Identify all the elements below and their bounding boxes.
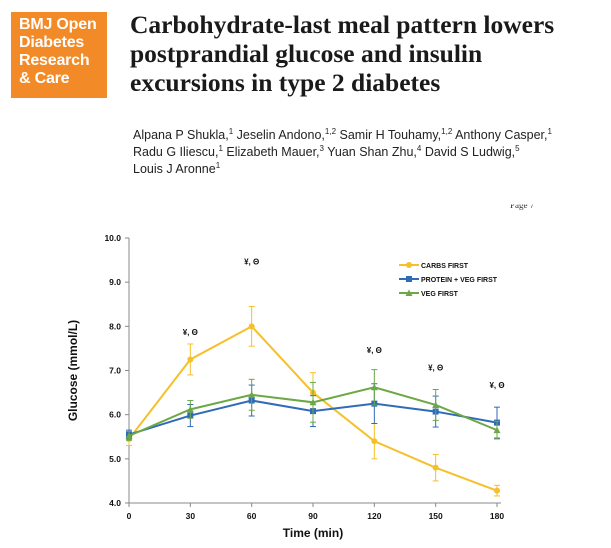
paper-title: Carbohydrate-last meal pattern lowers po…	[130, 10, 605, 97]
author-affiliation: 1,2	[441, 126, 453, 136]
y-tick-label: 4.0	[109, 498, 121, 508]
x-tick-label: 30	[186, 511, 196, 521]
veg-first-data-point	[125, 432, 133, 439]
author-affiliation: 1,2	[324, 126, 337, 136]
significance-annotation: ¥, Θ	[183, 328, 198, 337]
legend-label-protein-veg-first: PROTEIN + VEG FIRST	[421, 277, 498, 284]
y-tick-label: 5.0	[109, 454, 121, 464]
legend-marker-veg-first	[405, 289, 413, 296]
significance-annotation: ¥, Θ	[367, 346, 382, 355]
author-affiliation: 1	[547, 126, 552, 136]
author-line: Alpana P Shukla,1 Jeselin Andono,1,2 Sam…	[133, 127, 608, 144]
author-name: Louis J Aronne	[133, 162, 216, 176]
y-tick-label: 10.0	[104, 233, 121, 243]
author-name: Elizabeth Mauer,	[226, 145, 320, 159]
veg-first-data-point	[186, 405, 194, 413]
author-line: Louis J Aronne1	[133, 161, 608, 178]
veg-first-data-point	[309, 398, 317, 406]
journal-badge-line: BMJ Open	[19, 16, 97, 33]
significance-annotation: ¥, Θ	[489, 381, 504, 390]
page-number-mark: Page 7	[510, 200, 535, 211]
x-tick-label: 60	[247, 511, 257, 521]
legend-marker-protein-veg-first	[406, 276, 412, 282]
legend-label-carbs-first: CARBS FIRST	[421, 263, 469, 270]
significance-annotation: ¥, Θ	[428, 364, 443, 373]
veg-first-data-point	[248, 391, 256, 398]
author-affiliation: 5	[515, 143, 520, 153]
veg-first-data-point	[432, 401, 440, 408]
author-affiliation: 1	[215, 160, 221, 170]
author-name: Yuan Shan Zhu,	[327, 145, 417, 159]
journal-badge: BMJ Open Diabetes Research & Care	[11, 12, 107, 98]
carbs-first-data-point	[494, 487, 500, 494]
y-axis-title: Glucose (mmol/L)	[66, 320, 80, 421]
author-affiliation: 3	[319, 143, 324, 153]
veg-first-data-point	[370, 383, 378, 391]
y-tick-label: 9.0	[109, 277, 121, 287]
carbs-first-data-point	[371, 438, 378, 445]
y-tick-label: 6.0	[109, 410, 121, 420]
veg-first-data-point	[493, 426, 501, 434]
carbs-first-data-point	[432, 464, 439, 471]
author-name: Anthony Casper,	[455, 128, 548, 142]
author-name: David S Ludwig,	[424, 145, 516, 159]
x-axis-title: Time (min)	[283, 526, 343, 540]
paper-title-line: postprandial glucose and insulin	[130, 39, 483, 68]
x-tick-label: 0	[127, 511, 132, 521]
y-tick-label: 8.0	[109, 321, 121, 331]
author-affiliation: 4	[416, 143, 422, 153]
paper-title-line: excursions in type 2 diabetes	[130, 68, 441, 97]
journal-badge-line: Diabetes	[19, 34, 85, 51]
significance-annotation: ¥, Θ	[244, 258, 259, 267]
x-tick-label: 150	[429, 511, 443, 521]
author-list: Alpana P Shukla,1 Jeselin Andono,1,2 Sam…	[133, 127, 608, 178]
legend-label-veg-first: VEG FIRST	[421, 291, 459, 298]
legend-marker-carbs-first	[406, 262, 412, 268]
journal-badge-line: Research	[19, 52, 90, 69]
author-affiliation: 1	[218, 143, 223, 153]
author-line: Radu G Iliescu,1 Elizabeth Mauer,3 Yuan …	[133, 144, 608, 161]
paper-title-line: Carbohydrate-last meal pattern lowers	[130, 10, 555, 39]
author-affiliation: 1	[228, 126, 234, 136]
x-tick-label: 90	[308, 511, 318, 521]
y-tick-label: 7.0	[109, 366, 121, 376]
author-name: Alpana P Shukla,	[133, 128, 229, 142]
author-name: Radu G Iliescu,	[133, 145, 219, 159]
x-tick-label: 120	[367, 511, 381, 521]
author-name: Jeselin Andono,	[236, 128, 325, 142]
author-name: Samir H Touhamy,	[339, 128, 442, 142]
carbs-first-data-point	[187, 356, 194, 363]
carbs-first-data-point	[248, 323, 255, 330]
journal-badge-line: & Care	[19, 70, 70, 87]
x-tick-label: 180	[490, 511, 504, 521]
